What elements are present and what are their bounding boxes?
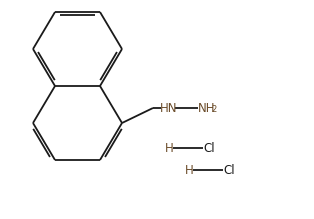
- Text: 2: 2: [211, 106, 216, 115]
- Text: NH: NH: [198, 101, 215, 115]
- Text: HN: HN: [160, 101, 177, 115]
- Text: H: H: [165, 141, 174, 154]
- Text: H: H: [185, 164, 194, 177]
- Text: Cl: Cl: [223, 164, 235, 177]
- Text: Cl: Cl: [203, 141, 215, 154]
